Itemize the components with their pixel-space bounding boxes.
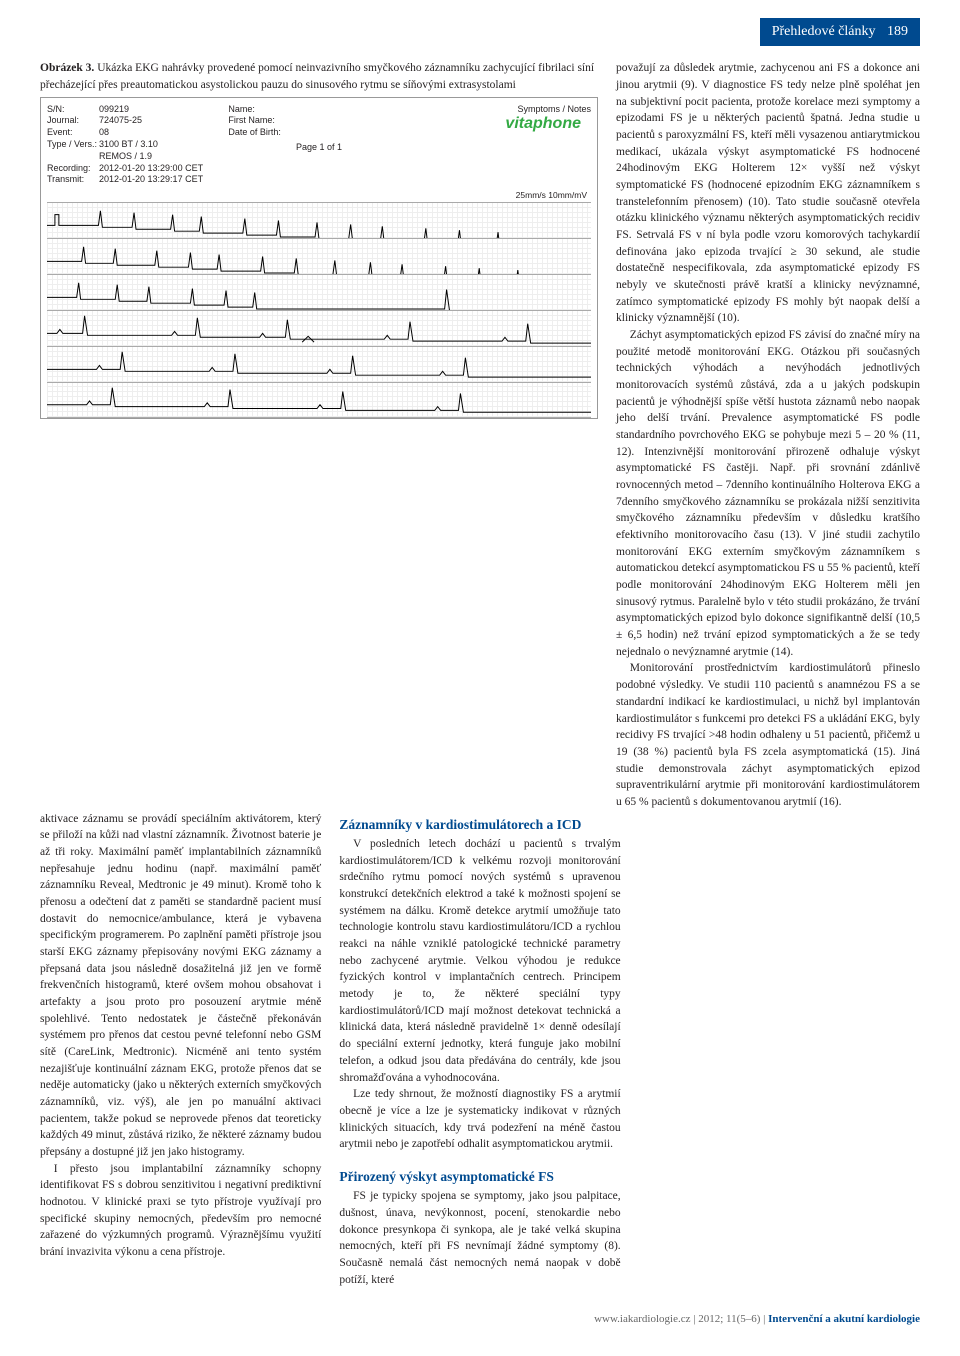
column-2: Záznamníky v kardiostimulátorech a ICD V… (339, 811, 620, 1289)
ekg-meta-left: S/N:099219 Journal:724075-25 Event:08 Ty… (47, 104, 228, 187)
kv-k: Date of Birth: (228, 127, 290, 138)
section-header: Přehledové články 189 (40, 18, 920, 46)
figure-caption-text: Ukázka EKG nahrávky provedené pomocí nei… (40, 62, 594, 91)
kv-v: 3100 BT / 3.10 (99, 139, 158, 150)
body-para: V posledních letech dochází u pacientů s… (339, 836, 620, 1086)
kv-v: 2012-01-20 13:29:17 CET (99, 174, 203, 185)
kv-k (47, 151, 99, 162)
body-para: FS je typicky spojena se symptomy, jako … (339, 1188, 620, 1288)
ekg-meta-right: Symptoms / Notes vitaphone (410, 104, 591, 187)
kv-k: S/N: (47, 104, 99, 115)
body-para: aktivace záznamu se provádí speciálním a… (40, 811, 321, 1161)
ekg-strip (47, 346, 591, 382)
symptoms-label: Symptoms / Notes (410, 104, 591, 115)
ekg-strips (47, 202, 591, 418)
kv-k: Name: (228, 104, 290, 115)
kv-v: 099219 (99, 104, 129, 115)
ekg-strip (47, 382, 591, 418)
subheading: Přirozený výskyt asymptomatické FS (339, 1167, 620, 1187)
ekg-strip (47, 310, 591, 346)
vitaphone-logo: vitaphone (410, 114, 591, 133)
page-footer: www.iakardiologie.cz | 2012; 11(5–6) | I… (40, 1312, 920, 1328)
ekg-strip (47, 238, 591, 274)
footer-journal: Intervenční a akutní kardiologie (768, 1313, 920, 1325)
page-of: Page 1 of 1 (228, 142, 409, 153)
kv-k: Journal: (47, 115, 99, 126)
section-tab: Přehledové články 189 (760, 18, 920, 46)
section-title: Přehledové články (772, 24, 876, 39)
body-para: považují za důsledek arytmie, zachycenou… (616, 60, 920, 327)
kv-k: Recording: (47, 163, 99, 174)
ekg-meta-mid: Name: First Name: Date of Birth: Page 1 … (228, 104, 409, 187)
body-para: Monitorování prostřednictvím kardiostimu… (616, 660, 920, 810)
kv-k: Type / Vers.: (47, 139, 99, 150)
ekg-record: S/N:099219 Journal:724075-25 Event:08 Ty… (40, 97, 598, 420)
column-3-spacer (639, 811, 920, 1289)
kv-v: REMOS / 1.9 (99, 151, 152, 162)
body-para: Záchyt asymptomatických epizod FS závisí… (616, 327, 920, 660)
body-para: I přesto jsou implantabilní záznamníky s… (40, 1161, 321, 1261)
figure-caption: Obrázek 3. Ukázka EKG nahrávky provedené… (40, 60, 598, 93)
kv-v: 724075-25 (99, 115, 142, 126)
footer-cite: 2012; 11(5–6) (698, 1313, 760, 1325)
figure-label: Obrázek 3. (40, 62, 94, 74)
kv-v: 08 (99, 127, 109, 138)
kv-v: 2012-01-20 13:29:00 CET (99, 163, 203, 174)
column-1: aktivace záznamu se provádí speciálním a… (40, 811, 321, 1289)
kv-k: Transmit: (47, 174, 99, 185)
column-3-top: považují za důsledek arytmie, zachycenou… (616, 60, 920, 810)
subheading: Záznamníky v kardiostimulátorech a ICD (339, 815, 620, 835)
ekg-strip (47, 202, 591, 238)
ekg-strip (47, 274, 591, 310)
kv-k: Event: (47, 127, 99, 138)
kv-k: First Name: (228, 115, 290, 126)
body-para: Lze tedy shrnout, že možností diagnostik… (339, 1086, 620, 1153)
page-number: 189 (887, 24, 908, 39)
footer-url: www.iakardiologie.cz (594, 1313, 690, 1325)
ekg-scale: 25mm/s 10mm/mV (47, 190, 591, 200)
